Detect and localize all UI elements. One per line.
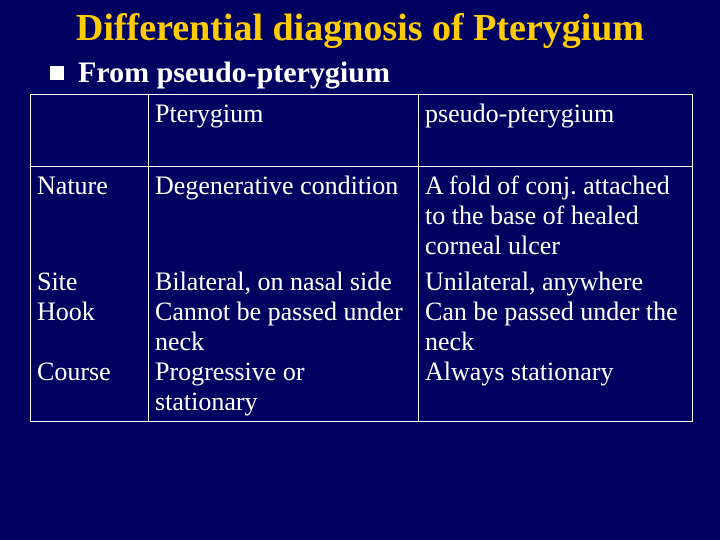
table-row: Nature Site Hook Course Degenerative con… — [31, 166, 693, 421]
cell-hook-ps: Can be passed under the neck — [425, 297, 686, 357]
slide-title: Differential diagnosis of Pterygium — [24, 8, 696, 50]
cell-nature-pt: Degenerative condition — [155, 171, 412, 267]
cell-site-pt: Bilateral, on nasal side — [155, 267, 412, 297]
header-pterygium: Pterygium — [149, 94, 419, 166]
table-header-row: Pterygium pseudo-pterygium — [31, 94, 693, 166]
cell-hook-pt: Cannot be passed under neck — [155, 297, 412, 357]
cell-course-pt: Progressive or stationary — [155, 357, 412, 417]
comparison-table: Pterygium pseudo-pterygium Nature Site H… — [30, 94, 693, 422]
subtitle-text: From pseudo-pterygium — [78, 56, 390, 90]
row-label-site: Site — [37, 267, 142, 297]
cell-nature-ps: A fold of conj. attached to the base of … — [425, 171, 686, 267]
row-label-course: Course — [37, 357, 142, 387]
cell-course-ps: Always stationary — [425, 357, 686, 387]
cell-site-ps: Unilateral, anywhere — [425, 267, 686, 297]
row-label-nature: Nature — [37, 171, 142, 267]
header-empty — [31, 94, 149, 166]
row-label-hook: Hook — [37, 297, 142, 357]
header-pseudo: pseudo-pterygium — [419, 94, 693, 166]
square-bullet-icon — [50, 66, 64, 80]
subtitle-row: From pseudo-pterygium — [50, 56, 696, 90]
